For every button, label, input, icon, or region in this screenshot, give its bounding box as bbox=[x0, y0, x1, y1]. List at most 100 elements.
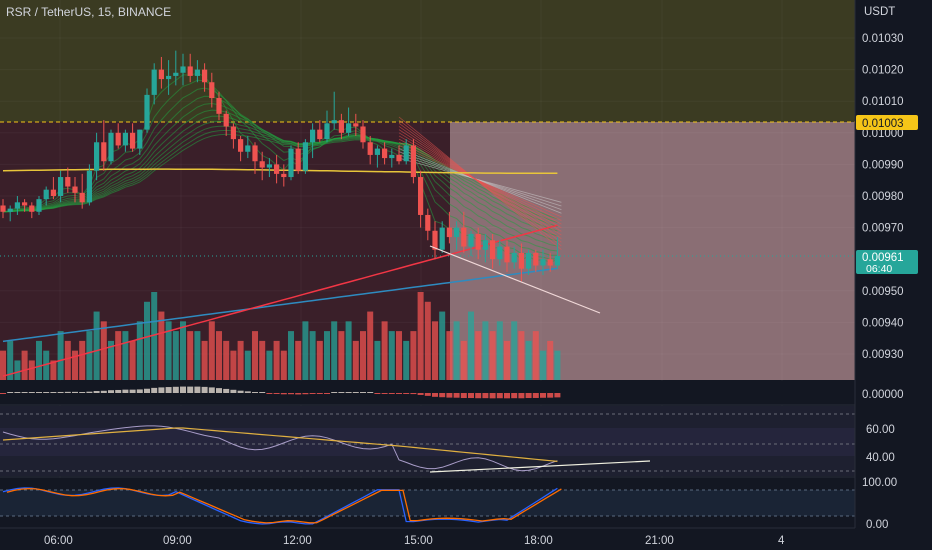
candle-body bbox=[238, 139, 244, 152]
candle-body bbox=[101, 142, 107, 162]
candle-body bbox=[266, 164, 272, 168]
macd-bar bbox=[324, 393, 330, 394]
candle-body bbox=[58, 177, 64, 196]
candle-body bbox=[295, 148, 301, 171]
fan-line bbox=[398, 116, 562, 250]
candle-body bbox=[554, 256, 560, 266]
volume-bar bbox=[295, 340, 302, 380]
macd-bar bbox=[280, 393, 287, 395]
trend-line[interactable] bbox=[429, 245, 601, 314]
candle-body bbox=[86, 170, 92, 203]
volume-bar bbox=[194, 331, 201, 380]
candle-body bbox=[173, 72, 179, 76]
macd-bar bbox=[345, 392, 352, 393]
macd-bar bbox=[50, 392, 57, 393]
time-tick: 15:00 bbox=[404, 535, 433, 547]
candle-body bbox=[36, 199, 42, 212]
volume-bar bbox=[381, 321, 388, 380]
volume-bar bbox=[201, 340, 208, 380]
candle-body bbox=[281, 173, 287, 178]
ribbon-line bbox=[2, 79, 558, 260]
macd-bar bbox=[432, 393, 438, 397]
volume-bar bbox=[50, 360, 57, 380]
candle-body bbox=[180, 66, 186, 73]
candle-body bbox=[518, 252, 524, 269]
chart-title: RSR / TetherUS, 15, BINANCE bbox=[6, 5, 171, 19]
rsi-band bbox=[0, 428, 855, 456]
candle-body bbox=[144, 94, 150, 130]
volume-bar bbox=[504, 340, 510, 380]
macd-bar bbox=[396, 393, 402, 394]
rsi-ma-line bbox=[2, 427, 558, 462]
candle-body bbox=[94, 142, 100, 171]
macd-bar bbox=[7, 392, 14, 393]
macd-bar bbox=[187, 386, 194, 393]
candle-body bbox=[130, 132, 136, 149]
volume-bar bbox=[432, 321, 438, 380]
macd-bar bbox=[100, 390, 107, 393]
candle-body bbox=[403, 145, 409, 162]
volume-bar bbox=[122, 331, 129, 380]
macd-bar bbox=[518, 393, 525, 399]
current-price-badge bbox=[856, 250, 918, 274]
macd-bar bbox=[28, 392, 35, 393]
volume-bar bbox=[345, 321, 352, 380]
macd-bar bbox=[259, 392, 266, 393]
ribbon-line bbox=[2, 129, 558, 223]
price-tick: 0.00990 bbox=[862, 159, 904, 171]
price-tick: 0.01000 bbox=[862, 128, 904, 140]
macd-bar bbox=[381, 393, 388, 394]
ma-red-line bbox=[2, 224, 558, 377]
candle-body bbox=[230, 126, 236, 140]
time-tick: 06:00 bbox=[44, 535, 73, 547]
candle-body bbox=[151, 69, 157, 95]
macd-bar bbox=[540, 393, 546, 398]
candle-body bbox=[29, 205, 35, 212]
volume-bar bbox=[28, 360, 35, 380]
macd-bar bbox=[352, 392, 359, 393]
candle-body bbox=[497, 246, 503, 260]
volume-bar bbox=[518, 331, 525, 380]
time-axis[interactable] bbox=[0, 528, 932, 550]
volume-bar bbox=[115, 331, 122, 380]
volume-bar bbox=[252, 331, 258, 380]
candle-body bbox=[158, 69, 164, 80]
time-tick: 09:00 bbox=[163, 535, 192, 547]
candle-body bbox=[396, 154, 402, 162]
macd-bar bbox=[0, 393, 6, 394]
volume-bar bbox=[554, 350, 561, 380]
price-tick: 0.00940 bbox=[862, 317, 904, 329]
macd-bar bbox=[453, 393, 460, 398]
candle-body bbox=[540, 259, 546, 266]
candle-body bbox=[346, 123, 352, 133]
candle-body bbox=[137, 129, 143, 149]
candle-body bbox=[223, 113, 229, 127]
macd-bar bbox=[208, 387, 215, 393]
rsi-tick-40: 40.00 bbox=[866, 452, 895, 464]
current-price-label: 0.00961 bbox=[862, 252, 904, 264]
price-tick: 0.00970 bbox=[862, 223, 904, 235]
candle-body bbox=[72, 186, 78, 193]
macd-bar bbox=[136, 389, 143, 393]
volume-bar bbox=[324, 331, 330, 380]
rsi-tick-60: 60.00 bbox=[866, 424, 895, 436]
volume-bar bbox=[532, 331, 539, 380]
macd-bar bbox=[482, 393, 489, 399]
price-tick: 0.00930 bbox=[862, 349, 904, 361]
candle-body bbox=[468, 233, 474, 247]
macd-bar bbox=[374, 393, 381, 394]
ribbon-line bbox=[2, 125, 558, 227]
candle-body bbox=[360, 126, 366, 143]
macd-bar bbox=[388, 393, 395, 394]
ma-blue-line bbox=[2, 267, 558, 343]
stoch-band bbox=[0, 490, 855, 516]
volume-bar bbox=[482, 321, 489, 380]
rsi-trend-line[interactable] bbox=[429, 460, 651, 473]
candle-body bbox=[432, 230, 438, 250]
macd-bar bbox=[338, 392, 345, 393]
volume-bar bbox=[7, 340, 14, 380]
macd-bar bbox=[223, 388, 230, 393]
volume-bar bbox=[86, 331, 93, 380]
candle-body bbox=[43, 189, 49, 200]
